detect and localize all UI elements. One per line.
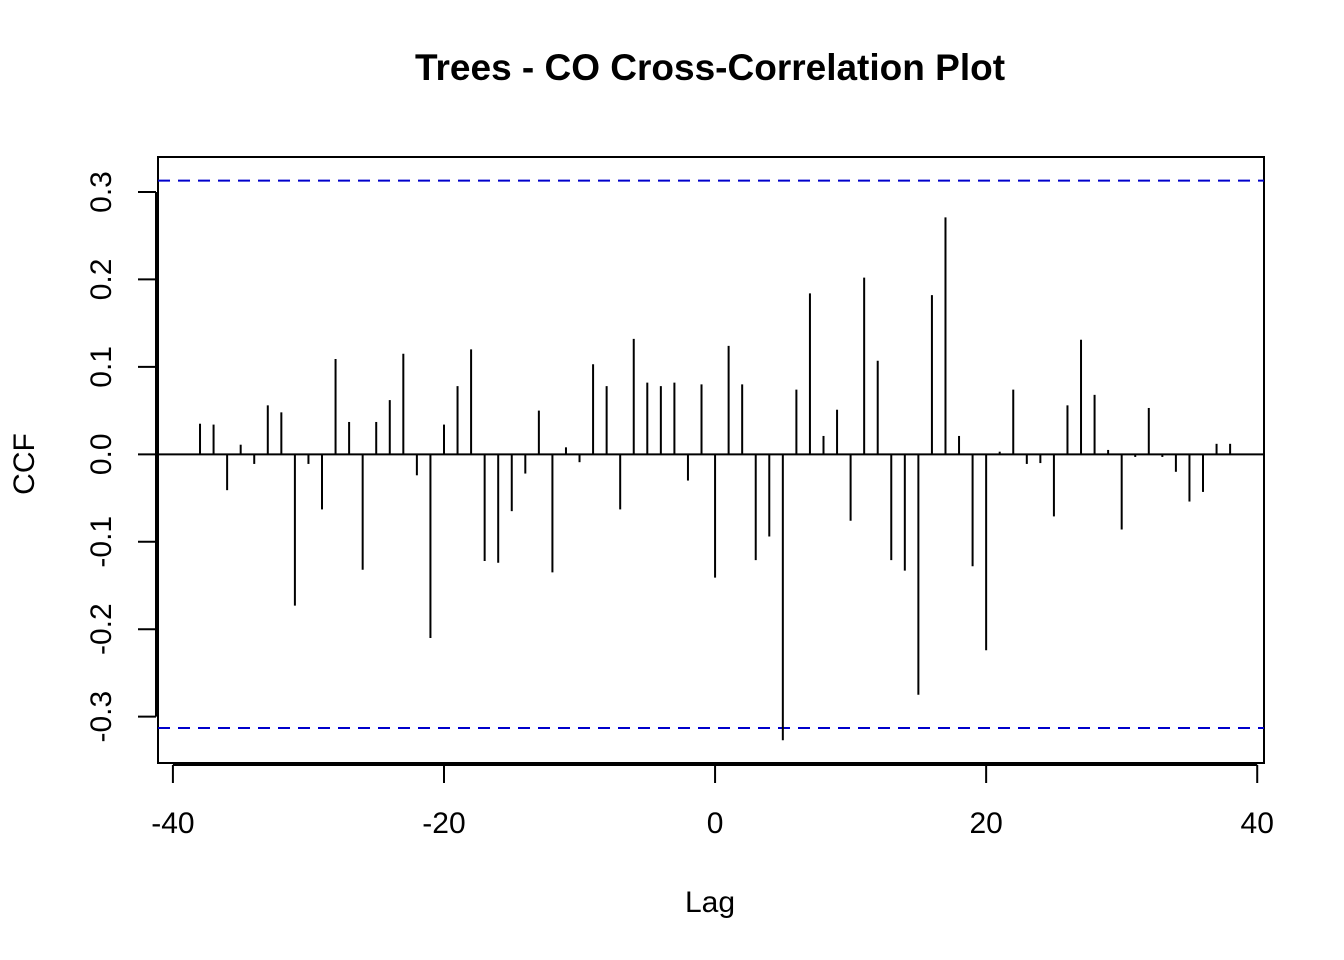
x-tick-label: 0 <box>707 807 724 840</box>
chart-title: Trees - CO Cross-Correlation Plot <box>415 47 1005 88</box>
y-tick-label: 0.3 <box>85 171 118 213</box>
x-tick-label: 40 <box>1241 807 1274 840</box>
x-tick-label: -40 <box>151 807 194 840</box>
y-tick-label: -0.3 <box>85 691 118 743</box>
x-tick-label: 20 <box>969 807 1002 840</box>
y-tick-label: 0.1 <box>85 346 118 388</box>
confidence-bounds-layer <box>158 179 1264 730</box>
x-axis-label: Lag <box>685 886 735 919</box>
plot-frame <box>157 156 1265 764</box>
x-axis: -40 -20 0 20 40 <box>151 764 1274 840</box>
y-axis: -0.3 -0.2 -0.1 0.0 0.1 0.2 0.3 <box>85 171 157 743</box>
y-tick-label: -0.2 <box>85 603 118 655</box>
y-axis-label: CCF <box>8 433 41 495</box>
y-tick-label: 0.2 <box>85 259 118 301</box>
y-tick-label: 0.0 <box>85 433 118 475</box>
x-tick-label: -20 <box>422 807 465 840</box>
ccf-bars-layer <box>199 217 1232 741</box>
y-tick-label: -0.1 <box>85 516 118 568</box>
